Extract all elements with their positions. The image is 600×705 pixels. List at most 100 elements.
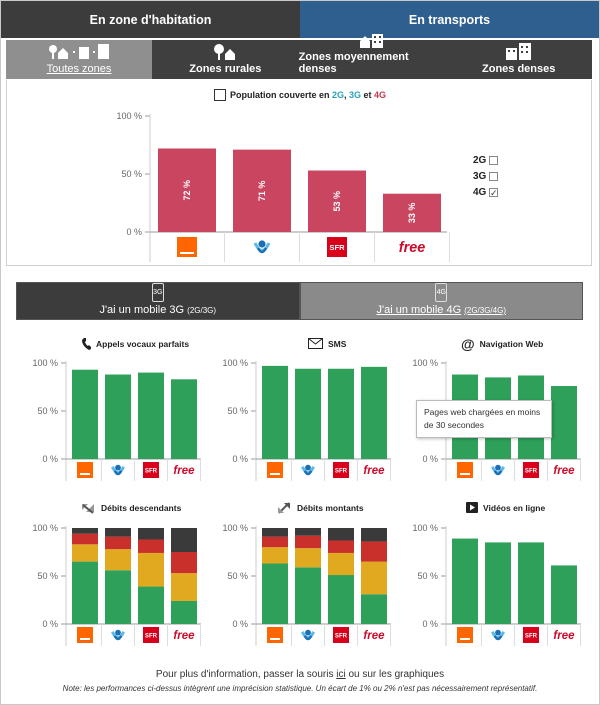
bouygues-logo-dot [258, 240, 266, 248]
orange-logo-bar [270, 638, 280, 640]
bar-segment-none [171, 528, 197, 552]
play-icon [466, 502, 478, 513]
y-tick-label: 0 % [422, 454, 438, 464]
coverage-title-4g: 4G [374, 90, 387, 100]
y-tick-label: 0 % [232, 619, 248, 629]
zone-dense[interactable]: Zones denses [445, 40, 592, 79]
up-title: Débits montants [276, 502, 364, 514]
bar-segment-none [361, 528, 387, 542]
orange-logo-square [457, 627, 473, 643]
free-logo-text: free [363, 630, 385, 642]
bar-segment-none [138, 528, 164, 540]
bar-segment-medium [72, 544, 98, 562]
bar-value-label: 71 % [257, 181, 267, 202]
free-logo-text: free [173, 630, 195, 642]
legend-4g[interactable]: 4G ✓ [473, 184, 498, 200]
mobile-3g-tab[interactable]: 3G J'ai un mobile 3G (2G/3G) [16, 282, 300, 320]
bar-value-label: 72 % [182, 180, 192, 201]
bar-segment-good [328, 575, 354, 624]
legend-2g[interactable]: 2G [473, 152, 498, 168]
bouygues-logo [253, 240, 271, 254]
y-tick-label: 50 % [417, 571, 438, 581]
free-logo: free [173, 630, 195, 642]
video-chart[interactable]: 100 % 50 % 0 % SFR free [408, 520, 588, 650]
bar [308, 170, 366, 232]
bouygues-logo-arc [493, 635, 503, 641]
footer-link[interactable]: ici [336, 669, 346, 680]
coverage-title-sep: , [343, 90, 349, 100]
tab-transports[interactable]: En transports [300, 1, 599, 38]
SFR-logo: SFR [143, 462, 159, 478]
bar-segment-none [105, 528, 131, 537]
bar-segment-low [171, 552, 197, 574]
all-zones-icon [48, 41, 110, 61]
orange-logo [457, 627, 473, 643]
bar-segment-low [138, 539, 164, 553]
sfr-logo-square [327, 237, 347, 257]
checkbox-3g[interactable] [489, 171, 498, 181]
bouygues-logo-arc [113, 635, 123, 641]
mobile-selector: 3G J'ai un mobile 3G (2G/3G) 4G J'ai un … [16, 282, 583, 320]
up-title-text: Débits montants [297, 503, 364, 513]
phone-4g-icon: 4G [435, 283, 448, 302]
sfr-logo-text: SFR [329, 243, 345, 252]
bar-segment-medium [138, 552, 164, 587]
SFR-logo: SFR [523, 627, 539, 643]
bar-segment-good [72, 561, 98, 624]
mobile-label: J'ai un mobile 3G [99, 304, 185, 316]
footer-info: Pour plus d'information, passer la souri… [0, 669, 600, 680]
bar-segment-low [295, 535, 321, 549]
orange-logo [177, 237, 197, 257]
bar-segment-none [295, 528, 321, 536]
mobile-sub: (2G/3G/4G) [464, 306, 506, 315]
bouygues-logo-dot [115, 464, 121, 471]
zone-medium[interactable]: Zones moyennement denses [299, 34, 446, 79]
bar [105, 374, 131, 459]
bar-segment-low [72, 533, 98, 545]
zone-label: Zones rurales [189, 63, 262, 75]
download-arrows-icon [82, 504, 94, 514]
calls-chart[interactable]: 100 % 50 % 0 % SFR free [28, 355, 208, 485]
bar-segment-medium [171, 573, 197, 601]
bouygues-logo [111, 464, 125, 476]
zone-all[interactable]: Toutes zones [6, 40, 152, 79]
legend-label: 3G [473, 170, 487, 182]
bar [518, 542, 544, 624]
bouygues-logo-arc [303, 470, 313, 476]
phone-icon [82, 338, 91, 350]
bar-value-label: 33 % [407, 203, 417, 224]
sfr-logo-square [523, 627, 539, 643]
orange-logo [457, 462, 473, 478]
free-logo: free [363, 465, 385, 477]
bar-segment-good [361, 594, 387, 624]
checkbox-4g[interactable]: ✓ [489, 187, 498, 198]
coverage-panel: Population couverte en 2G, 3G et 4G 2G 3… [6, 80, 592, 266]
SFR-logo: SFR [333, 462, 349, 478]
up-chart[interactable]: 100 % 50 % 0 % SFR free [218, 520, 398, 650]
zone-label: Toutes zones [46, 63, 112, 75]
bar-segment-medium [361, 561, 387, 595]
bar [452, 538, 478, 624]
SFR-logo: SFR [327, 237, 347, 257]
calls-title-text: Appels vocaux parfaits [96, 339, 190, 349]
sms-chart[interactable]: 100 % 50 % 0 % SFR free [218, 355, 398, 485]
tooltip-line: de 30 secondes [424, 420, 485, 430]
bouygues-logo [301, 629, 315, 641]
bar-segment-good [262, 563, 288, 624]
disclaimer-note: Note: les performances ci-dessus intègre… [62, 684, 538, 693]
bar [262, 365, 288, 459]
free-logo-text: free [173, 465, 195, 477]
coverage-title: Population couverte en 2G, 3G et 4G [7, 89, 593, 101]
free-logo-text: free [363, 465, 385, 477]
web-tooltip: Pages web chargées en moins de 30 second… [416, 400, 552, 438]
mobile-4g-tab[interactable]: 4G J'ai un mobile 4G (2G/3G/4G) [299, 282, 583, 320]
bouygues-logo-dot [495, 629, 501, 636]
y-tick-label: 0 % [232, 454, 248, 464]
legend-3g[interactable]: 3G [473, 168, 498, 184]
orange-logo-bar [460, 638, 470, 640]
checkbox-2g[interactable] [489, 155, 498, 165]
tab-habitation[interactable]: En zone d'habitation [1, 1, 300, 38]
down-chart[interactable]: 100 % 50 % 0 % SFR free [28, 520, 208, 650]
zone-rural[interactable]: Zones rurales [152, 40, 299, 79]
coverage-chart[interactable]: 100 % 50 % 0 % 72 % 71 % 53 % SFR 33 % free [110, 108, 460, 266]
